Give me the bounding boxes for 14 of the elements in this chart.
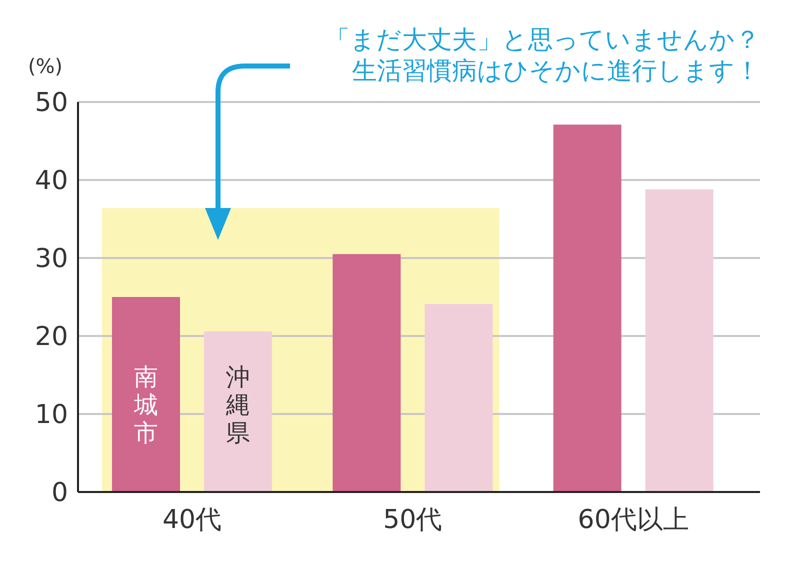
text: 「まだ大丈夫」と思っていませんか？ [325,25,760,54]
y-tick-label: 40 [34,166,68,196]
y-axis-title: (%) [28,54,63,78]
y-tick-label: 20 [34,322,68,352]
series-label: 沖縄県 [225,363,250,447]
x-tick-label: 50代 [383,505,442,535]
x-tick-label: 40代 [162,505,222,535]
y-tick-label: 0 [51,478,68,508]
y-tick-label: 50 [34,88,68,118]
y-tick-label: 10 [34,400,68,430]
x-tick-label: 60代以上 [578,505,689,535]
y-tick-label: 30 [34,244,68,274]
text: 生活習慣病はひそかに進行します！ [352,56,760,85]
series-label: 南城市 [133,363,158,447]
